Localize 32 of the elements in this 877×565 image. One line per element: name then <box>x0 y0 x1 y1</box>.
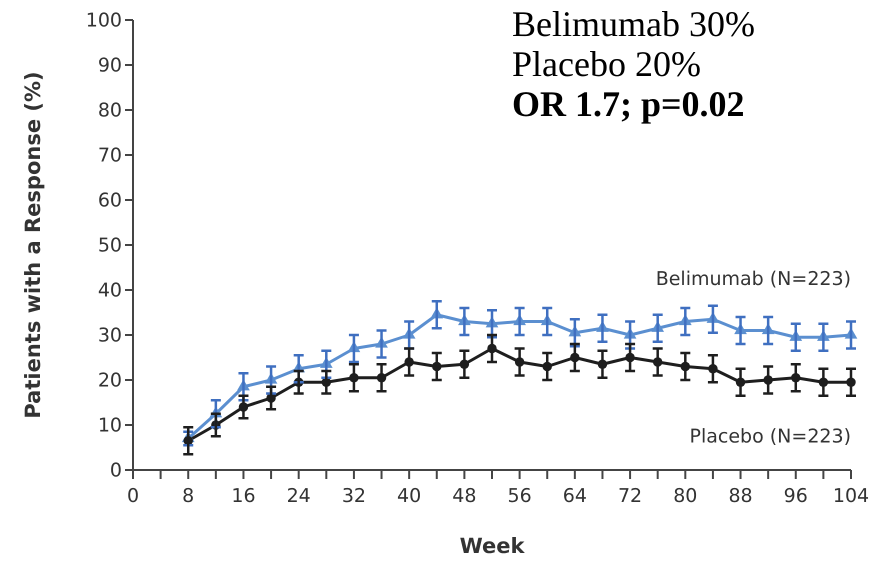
annotation: Placebo 20% <box>512 44 701 84</box>
y-tick-label: 100 <box>86 10 122 32</box>
y-tick-label: 70 <box>98 144 122 167</box>
series-label: Belimumab (N=223) <box>656 268 851 290</box>
x-tick-label: 56 <box>508 485 532 507</box>
x-tick-label: 0 <box>126 485 140 507</box>
y-tick-label: 10 <box>98 414 122 437</box>
x-tick-label: 64 <box>562 485 587 507</box>
x-tick-label: 104 <box>832 485 870 507</box>
x-tick-label: 48 <box>452 485 476 507</box>
x-tick-label: 24 <box>286 485 311 507</box>
y-tick-label: 30 <box>98 324 122 347</box>
y-tick-label: 90 <box>98 54 122 77</box>
y-tick-label: 40 <box>98 280 122 302</box>
annotation: Belimumab 30% <box>512 4 755 44</box>
y-tick-label: 0 <box>110 460 122 482</box>
x-tick-label: 32 <box>342 485 366 507</box>
x-tick-label: 72 <box>618 485 642 507</box>
x-tick-label: 96 <box>784 485 808 507</box>
y-axis-title: Patients with a Response (%) <box>21 71 45 419</box>
x-tick-label: 88 <box>728 485 753 507</box>
y-tick-label: 60 <box>98 190 122 212</box>
x-tick-label: 40 <box>397 485 422 507</box>
y-tick-label: 50 <box>98 234 122 257</box>
x-tick-label: 80 <box>673 485 698 507</box>
annotation: OR 1.7; p=0.02 <box>512 84 745 124</box>
y-tick-label: 20 <box>98 370 122 392</box>
x-tick-label: 8 <box>182 485 194 507</box>
x-axis-title: Week <box>460 534 526 558</box>
text: Placebo (N=223) <box>690 425 851 448</box>
x-tick-label: 16 <box>231 485 256 507</box>
y-tick-label: 80 <box>98 100 122 122</box>
